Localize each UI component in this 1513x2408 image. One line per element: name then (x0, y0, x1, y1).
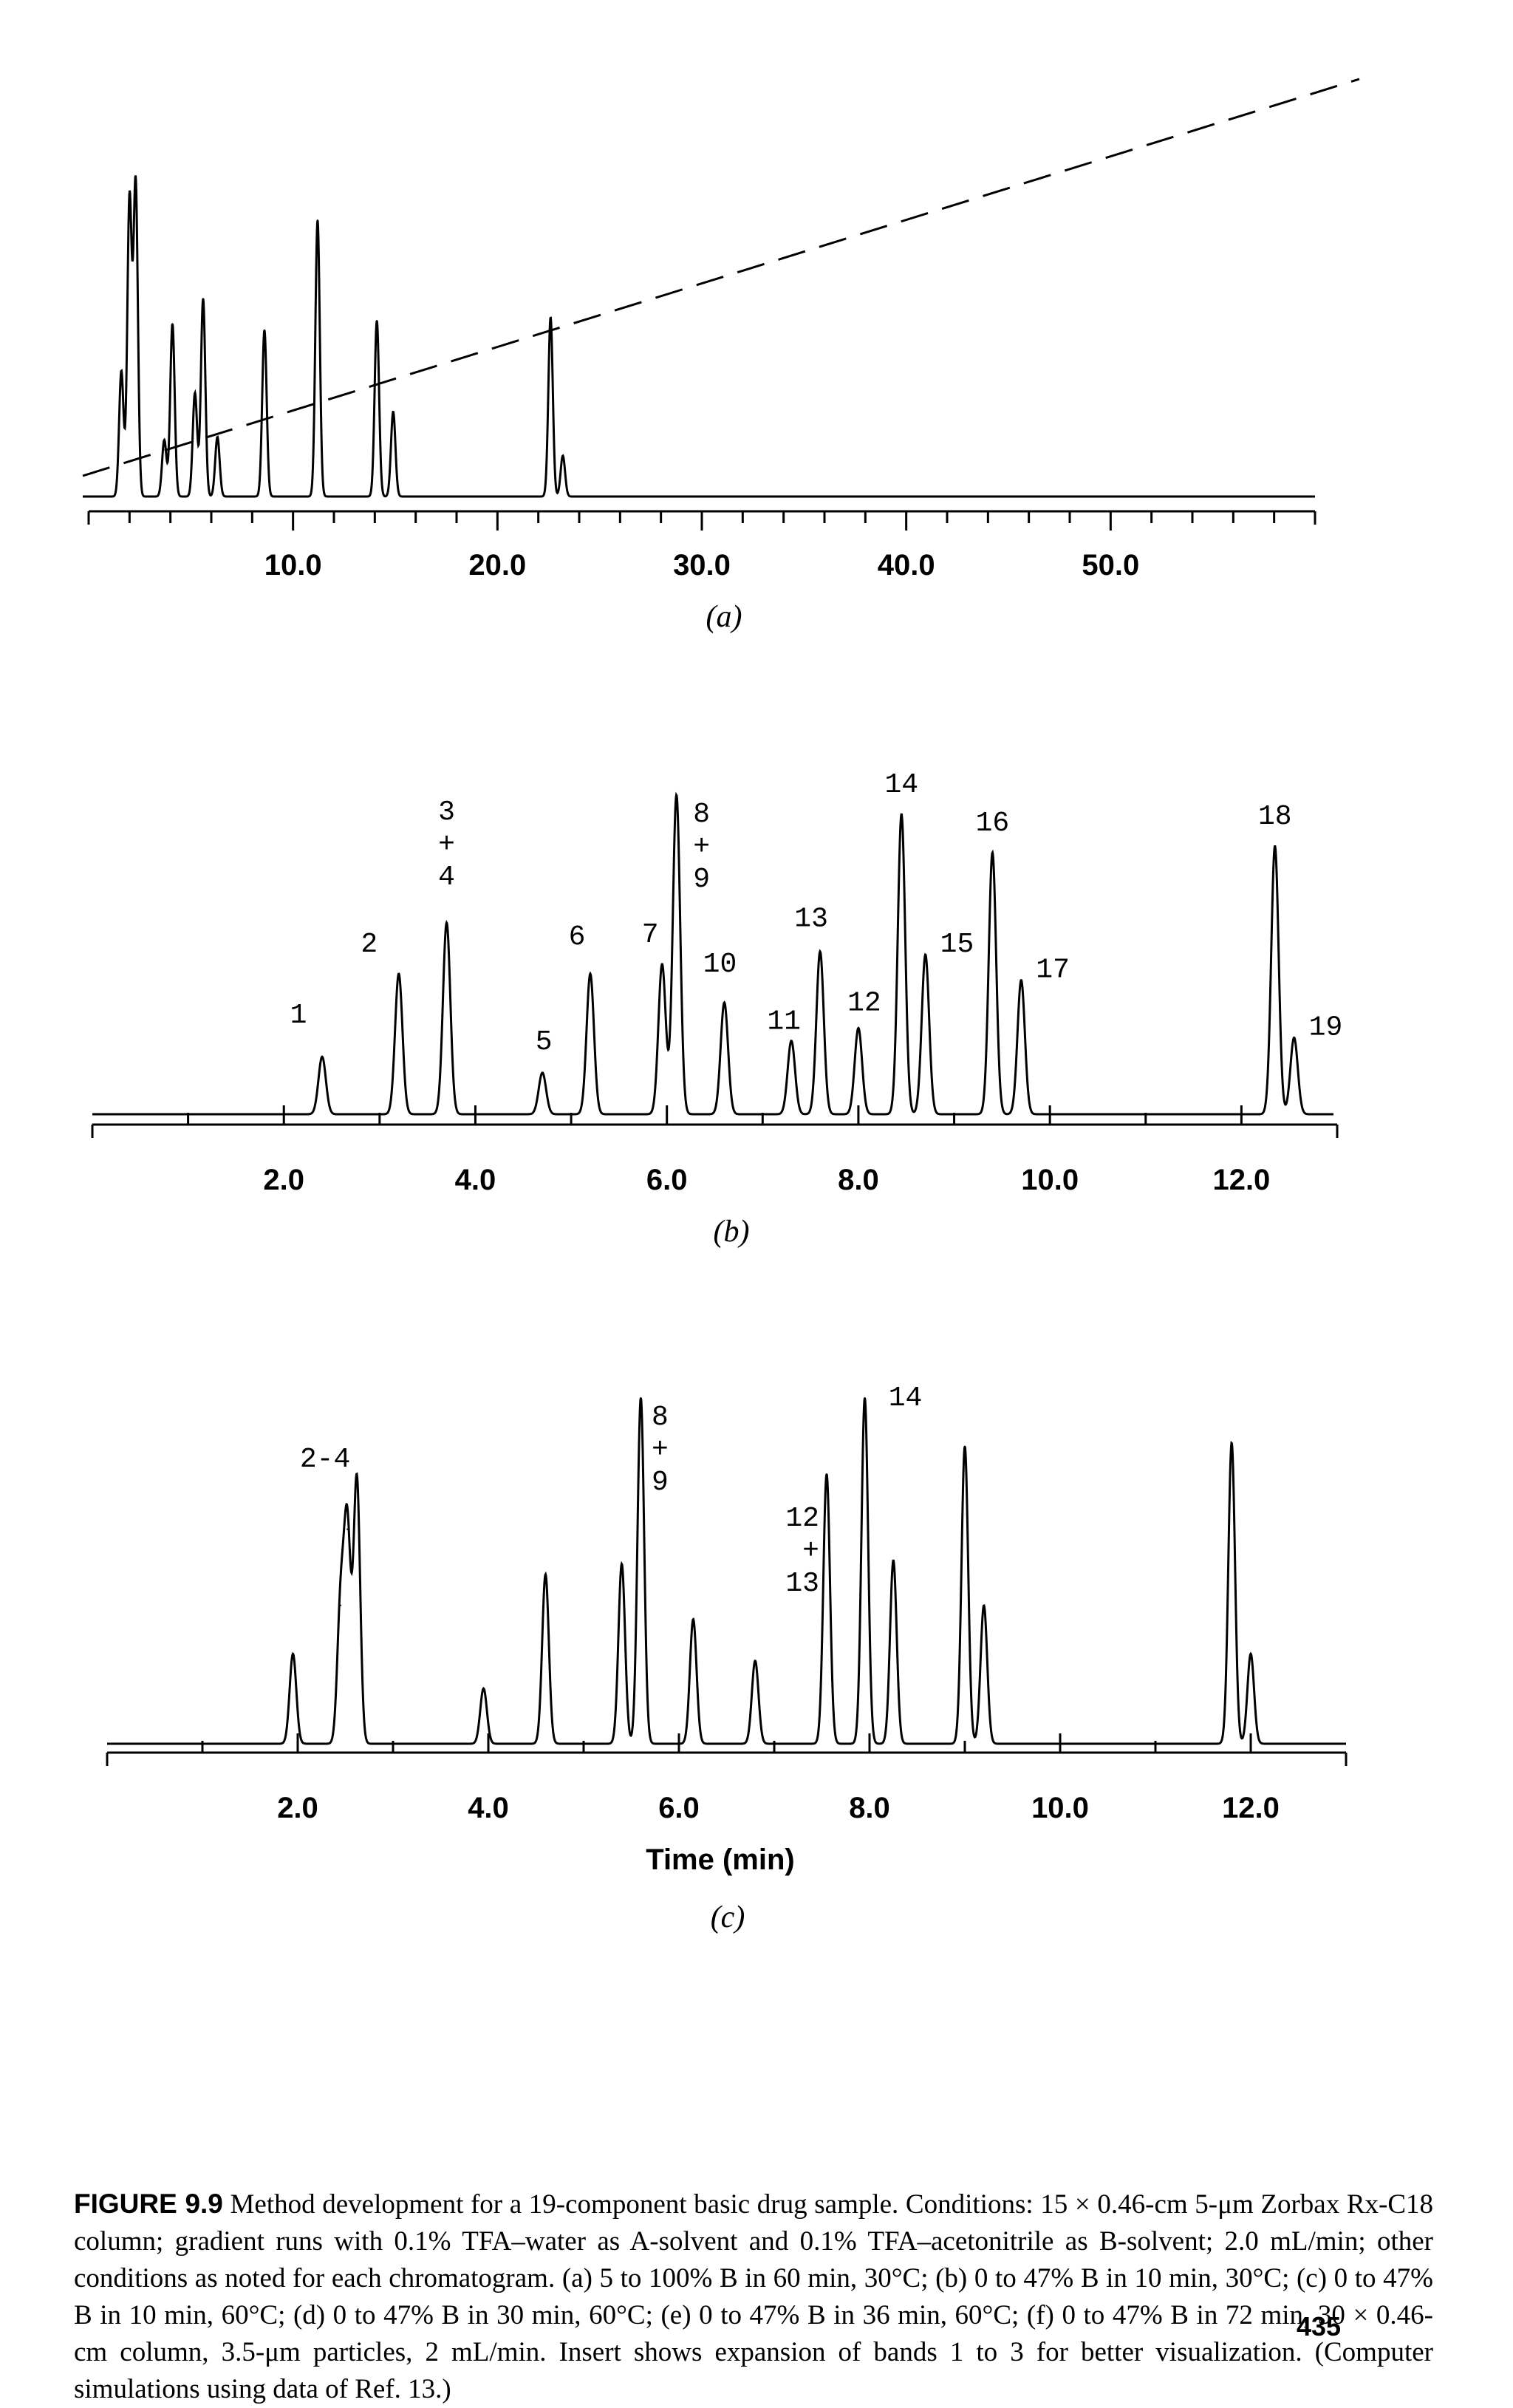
x-tick-label: 2.0 (263, 1164, 304, 1196)
peak-apex (171, 323, 174, 325)
x-tick-label: 6.0 (658, 1792, 700, 1824)
peak-label: 2-4 (300, 1444, 350, 1476)
chromatogram-trace (83, 175, 1315, 498)
x-tick-label: 40.0 (878, 549, 935, 581)
peak-apex (983, 1604, 985, 1606)
peak-apex (542, 1071, 544, 1074)
peak-apex (621, 1563, 623, 1565)
peak-apex (561, 454, 564, 457)
peak-label: 16 (976, 808, 1010, 839)
figure-caption: FIGURE 9.9 Method development for a 19-c… (74, 2186, 1433, 2408)
peak-apex (640, 1397, 642, 1399)
x-tick-label: 10.0 (264, 549, 322, 581)
peak-apex (163, 439, 165, 441)
peak-label: 7 (642, 919, 659, 951)
x-axis-title: Time (min) (646, 1843, 795, 1876)
x-tick-label: 8.0 (838, 1164, 879, 1196)
peak-apex (754, 1660, 756, 1662)
peak-apex (590, 972, 591, 975)
peak-apex (397, 972, 400, 975)
x-tick-label: 12.0 (1212, 1164, 1270, 1196)
x-tick-label: 50.0 (1082, 549, 1139, 581)
peak-apex (723, 1001, 725, 1003)
peak-apex (194, 392, 196, 394)
peak-label: 5 (536, 1026, 553, 1058)
peak-label: 12 (847, 987, 881, 1019)
peak-apex (316, 219, 318, 221)
peak-label: 18 (1258, 801, 1292, 833)
x-tick-label: 8.0 (849, 1792, 890, 1824)
peak-label: 11 (767, 1006, 801, 1038)
peak-apex (445, 921, 448, 924)
panel-label: (c) (711, 1900, 745, 1934)
peak-label: 14 (884, 769, 918, 801)
peak-apex (202, 298, 204, 300)
peak-apex (134, 182, 137, 183)
x-tick-label: 30.0 (673, 549, 731, 581)
x-tick-label: 12.0 (1222, 1792, 1280, 1824)
peak-label: 12 +13 (785, 1503, 819, 1600)
peak-apex (819, 950, 822, 952)
peak-apex (292, 1653, 294, 1655)
peak-label: 17 (1036, 955, 1070, 986)
x-tick-label: 4.0 (468, 1792, 509, 1824)
peak-apex (321, 1056, 324, 1058)
peak-label: 15 (940, 929, 974, 961)
peak-apex (692, 1618, 694, 1620)
peak-apex (892, 1560, 895, 1561)
peak-apex (550, 316, 552, 318)
peak-label: 2 (361, 929, 378, 961)
figure-number: FIGURE 9.9 (74, 2189, 223, 2219)
peak-apex (346, 1528, 349, 1530)
caption-text: Method development for a 19-component ba… (74, 2189, 1434, 2404)
peak-label: 8 +9 (652, 1402, 669, 1498)
peak-apex (924, 954, 926, 955)
peak-apex (1274, 845, 1276, 847)
panel-label: (a) (706, 600, 742, 634)
peak-apex (340, 1604, 342, 1606)
peak-label: 13 (794, 904, 828, 935)
peak-apex (661, 963, 663, 965)
gradient-line (82, 78, 1360, 477)
x-tick-label: 10.0 (1021, 1164, 1079, 1196)
peak-label: 19 (1309, 1012, 1343, 1043)
x-tick-label: 2.0 (277, 1792, 318, 1824)
peak-apex (675, 794, 677, 796)
x-tick-label: 6.0 (646, 1164, 688, 1196)
figure: 10.0 20.0 30.0 40.0 50.0 (a) 2.0 4.0 6.0 8.0 10.0 1… (82, 78, 1360, 1934)
x-tick-label: 10.0 (1031, 1792, 1089, 1824)
peak-apex (864, 1397, 866, 1399)
peak-apex (129, 197, 131, 199)
peak-apex (857, 1027, 859, 1029)
chromatogram-trace (92, 791, 1333, 1116)
peak-apex (790, 1040, 793, 1042)
peak-apex (120, 370, 123, 372)
peak-apex (544, 1573, 547, 1575)
peak-apex (392, 411, 395, 413)
peak-apex (376, 320, 378, 321)
peak-apex (991, 851, 994, 853)
peak-apex (482, 1688, 485, 1690)
page-number: 435 (1297, 2311, 1342, 2342)
x-tick-label: 20.0 (468, 549, 526, 581)
peak-label: 1 (290, 1000, 307, 1031)
panel-label: (b) (714, 1215, 750, 1249)
peak-apex (1231, 1442, 1233, 1444)
peak-apex (901, 813, 903, 815)
peak-label: 10 (703, 949, 737, 980)
peak-apex (356, 1476, 358, 1478)
peak-apex (216, 436, 219, 438)
peak-apex (1020, 979, 1022, 981)
peak-label: 14 (889, 1382, 923, 1414)
peak-apex (825, 1473, 827, 1475)
peak-apex (1293, 1037, 1295, 1039)
peak-apex (964, 1445, 966, 1447)
peak-label: 6 (569, 921, 586, 953)
peak-label: 8 +9 (693, 799, 710, 896)
chromatogram-trace (107, 1397, 1346, 1745)
peak-label: 3 +4 (438, 797, 455, 893)
peak-apex (263, 329, 265, 331)
x-tick-label: 4.0 (455, 1164, 496, 1196)
peak-apex (1250, 1653, 1251, 1655)
